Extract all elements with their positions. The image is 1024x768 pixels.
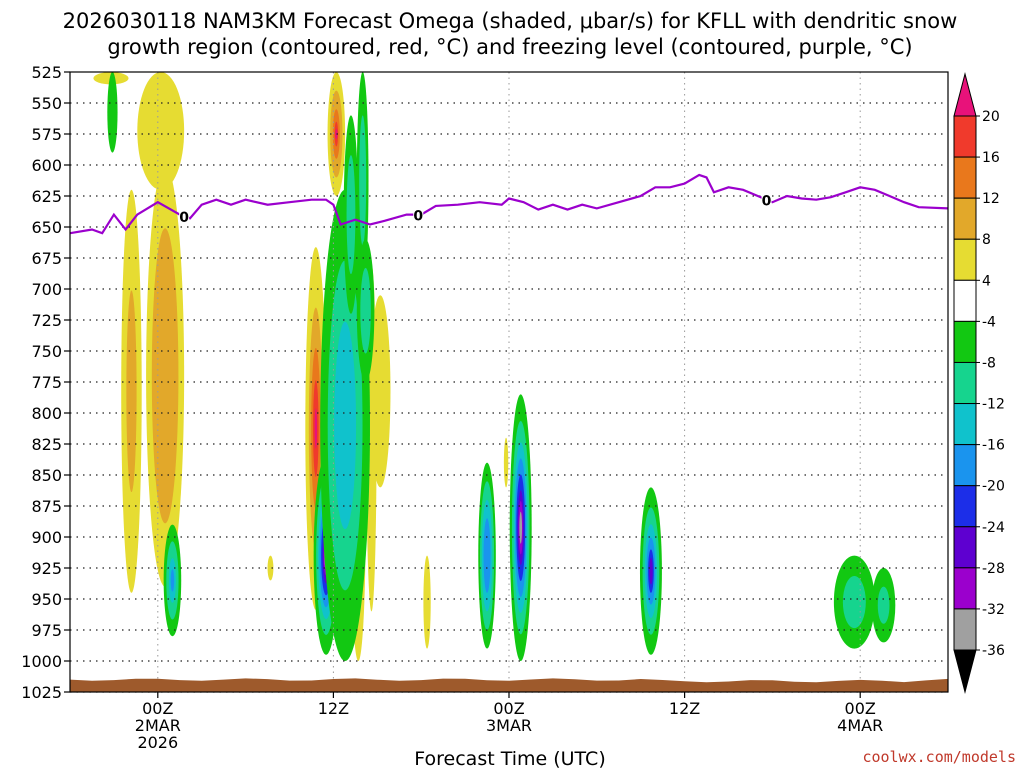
y-tick-label-1025: 1025 (21, 683, 62, 702)
omega-cell-2-0 (137, 71, 185, 190)
x-tick-label-42-0: 12Z (669, 699, 700, 718)
y-tick-label-850: 850 (31, 466, 62, 485)
plot-background (70, 72, 948, 692)
colorbar-label-5: -4 (982, 314, 996, 330)
x-tick-label-54-0: 00Z (845, 699, 876, 718)
colorbar-bin--20--16 (953, 444, 977, 487)
freezing-label-bg-2 (761, 191, 772, 207)
chart-title-line-1: 2026030118 NAM3KM Forecast Omega (shaded… (63, 9, 958, 33)
chart-title-line-2: growth region (contoured, red, °C) and f… (107, 35, 912, 59)
omega-cell-23-1 (842, 576, 866, 629)
colorbar-bin--12--8 (953, 361, 977, 405)
x-tick-label-6-1: 2MAR (135, 716, 181, 735)
omega-cell-14-2 (334, 321, 357, 530)
y-tick-label-600: 600 (31, 156, 62, 175)
omega-cell-4-4 (314, 408, 318, 449)
colorbar-label-7: -12 (982, 397, 1005, 413)
colorbar-bin-16-20 (953, 115, 977, 158)
y-tick-label-650: 650 (31, 218, 62, 237)
x-tick-label-30-0: 00Z (493, 699, 524, 718)
colorbar-label-13: -36 (982, 643, 1005, 659)
colorbar-bin-8-12 (953, 197, 977, 240)
colorbar-label-9: -20 (982, 479, 1005, 495)
omega-cell-10-0 (503, 437, 509, 488)
colorbar: 20 16 12 8 4 -4 -8 -12 -16 -20 -24 -28 -32 -36 (953, 72, 1005, 694)
freezing-label-2: 0 (762, 194, 772, 210)
y-tick-label-750: 750 (31, 342, 62, 361)
colorbar-label-10: -24 (982, 520, 1005, 536)
x-tick-label-6-2: 2026 (137, 733, 178, 752)
colorbar-label-2: 12 (982, 191, 1000, 207)
ground-fill (70, 678, 948, 692)
x-tick-label-54-1: 4MAR (837, 716, 883, 735)
omega-cell-22-5 (649, 557, 653, 585)
y-tick-label-700: 700 (31, 280, 62, 299)
freezing-label-1: 0 (413, 209, 423, 225)
colorbar-bin--28--24 (953, 526, 977, 569)
omega-cell-15-1 (359, 115, 367, 246)
colorbar-label-0: 20 (982, 109, 1000, 125)
omega-cell-16-1 (346, 155, 356, 275)
omega-cell-9-0 (423, 555, 431, 649)
colorbar-top-arrow (953, 72, 977, 117)
colorbar-label-11: -28 (982, 561, 1005, 577)
colorbar-bin--4-4 (953, 279, 977, 322)
freezing-label-bg-0 (179, 208, 190, 224)
colorbar-label-3: 8 (982, 232, 991, 248)
omega-cell-17-1 (360, 267, 371, 354)
freezing-level-line (69, 173, 949, 235)
axes: 525 550 575 600 625 650 675 700 725 750 775 800 825 8… (21, 63, 949, 752)
omega-cell-11-0 (267, 555, 274, 581)
colorbar-label-4: 4 (982, 273, 991, 289)
omega-cell-1-1 (126, 290, 137, 493)
colorbar-bin--16--12 (953, 403, 977, 446)
y-tick-label-775: 775 (31, 373, 62, 392)
x-tick-label-6-0: 00Z (142, 699, 173, 718)
colorbar-label-12: -32 (982, 602, 1005, 618)
colorbar-label-6: -8 (982, 355, 996, 371)
y-tick-label-575: 575 (31, 125, 62, 144)
omega-cell-5-4 (335, 129, 338, 139)
x-tick-label-30-1: 3MAR (486, 716, 532, 735)
colorbar-bin--24--20 (953, 485, 977, 528)
y-tick-label-1000: 1000 (21, 652, 62, 671)
x-axis-label: Forecast Time (UTC) (414, 748, 605, 768)
colorbar-label-1: 16 (982, 150, 1000, 166)
terrain-surface (70, 678, 948, 692)
y-tick-label-550: 550 (31, 94, 62, 113)
y-tick-label-975: 975 (31, 621, 62, 640)
freezing-label-0: 0 (179, 210, 189, 226)
plot-area (70, 72, 948, 692)
omega-cell-24-1 (877, 586, 890, 624)
colorbar-bin--32--28 (953, 567, 977, 610)
colorbar-bin--8--4 (953, 320, 977, 363)
credit-text: coolwx.com/models (862, 748, 1016, 766)
omega-cell-18-3 (170, 569, 175, 592)
y-tick-label-725: 725 (31, 311, 62, 330)
y-tick-label-875: 875 (31, 497, 62, 516)
x-tick-label-18-0: 12Z (318, 699, 349, 718)
y-tick-label-800: 800 (31, 404, 62, 423)
omega-cell-19-0 (107, 72, 118, 153)
omega-cell-20-3 (483, 518, 491, 593)
y-tick-label-925: 925 (31, 559, 62, 578)
colorbar-label-8: -16 (982, 438, 1005, 454)
omega-cell-21-7 (519, 511, 523, 544)
omega-cell-0-2 (157, 291, 173, 461)
y-tick-label-950: 950 (31, 590, 62, 609)
colorbar-bin-4-8 (953, 238, 977, 281)
colorbar-bottom-arrow (953, 649, 977, 694)
freezing-label-bg-1 (413, 206, 424, 222)
colorbar-bin--36--32 (953, 608, 977, 651)
y-tick-label-825: 825 (31, 435, 62, 454)
colorbar-bin-12-16 (953, 156, 977, 199)
y-tick-label-675: 675 (31, 249, 62, 268)
y-tick-label-525: 525 (31, 63, 62, 82)
freezing-level-contour: 0 0 0 (69, 173, 949, 235)
y-tick-label-625: 625 (31, 187, 62, 206)
y-tick-label-900: 900 (31, 528, 62, 547)
